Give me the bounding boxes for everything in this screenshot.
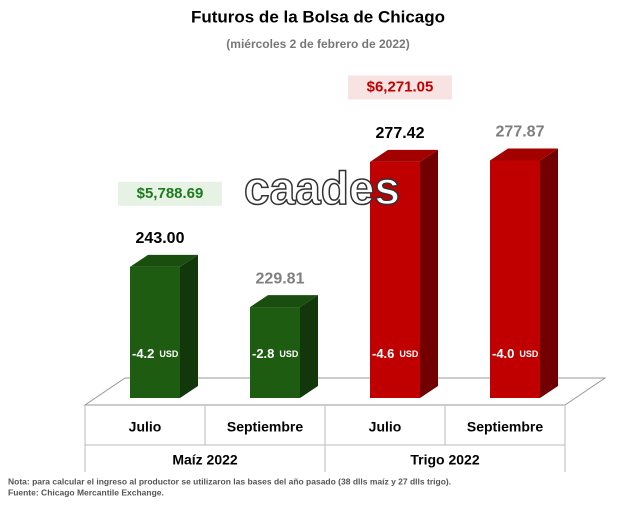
bar-side: [300, 295, 318, 398]
bar-side: [420, 149, 438, 398]
chart-title: Futuros de la Bolsa de Chicago: [191, 7, 445, 26]
change-unit: USD: [159, 349, 179, 359]
change-unit: USD: [399, 349, 419, 359]
bar-side: [180, 254, 198, 398]
category-label: Septiembre: [227, 419, 303, 435]
change-unit: USD: [519, 349, 539, 359]
value-label: 229.81: [256, 270, 305, 287]
change-label: -4.0 USD: [492, 346, 539, 361]
group-label: Maíz 2022: [172, 452, 238, 468]
change-value: -4.2: [132, 346, 154, 361]
group-label: Trigo 2022: [410, 452, 479, 468]
change-label: -4.6 USD: [372, 346, 419, 361]
bar-top: [490, 148, 558, 161]
note: Fuente: Chicago Mercantile Exchange.: [8, 487, 164, 497]
bar: [490, 148, 558, 398]
note: Nota: para calcular el ingreso al produc…: [8, 476, 451, 486]
price-label: $6,271.05: [367, 78, 434, 95]
price-box: [118, 181, 222, 206]
floor: [83, 377, 607, 406]
category-label: Septiembre: [467, 419, 543, 435]
bar-front: [490, 160, 540, 398]
bar-front: [250, 307, 300, 398]
value-label: 277.87: [496, 124, 545, 141]
bar-top: [370, 149, 438, 162]
bar: [130, 254, 198, 398]
bar-top: [250, 295, 318, 308]
price-label: $5,788.69: [137, 185, 204, 202]
change-label: -4.2 USD: [132, 346, 179, 361]
change-value: -4.0: [492, 346, 514, 361]
chart-subtitle: (miércoles 2 de febrero de 2022): [226, 37, 409, 51]
bar-front: [370, 161, 420, 398]
change-unit: USD: [279, 349, 299, 359]
price-box: [348, 75, 452, 100]
change-label: -2.8 USD: [252, 346, 299, 361]
change-value: -4.6: [372, 346, 394, 361]
change-value: -2.8: [252, 346, 274, 361]
value-label: 243.00: [136, 230, 185, 247]
bar-front: [130, 266, 180, 398]
category-label: Julio: [369, 419, 402, 435]
value-label: 277.42: [376, 125, 425, 142]
watermark: caades: [244, 162, 400, 214]
bar-top: [130, 254, 198, 267]
bar-side: [540, 148, 558, 398]
bar: [370, 149, 438, 398]
category-label: Julio: [129, 419, 162, 435]
bar: [250, 295, 318, 398]
